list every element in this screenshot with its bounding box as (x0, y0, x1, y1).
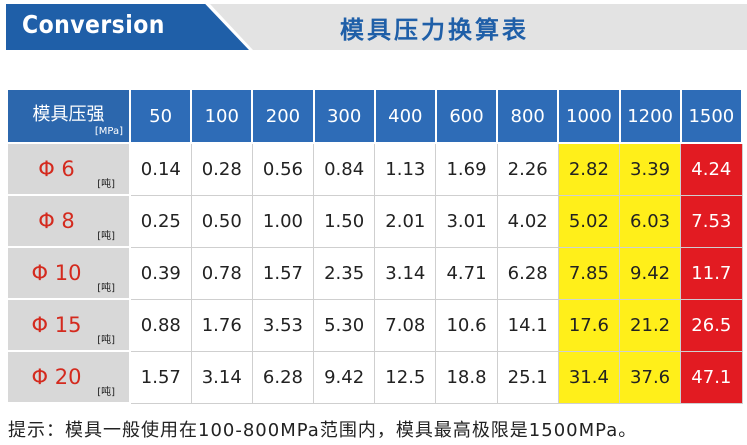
pressure-column-header: 300 (312, 88, 376, 144)
pressure-column-header: 1200 (618, 88, 682, 144)
value-cell: 10.6 (435, 298, 498, 352)
table-row: Φ 6 [吨] 0.14 0.28 0.56 0.84 1.13 1.69 2.… (6, 142, 743, 196)
value-cell: 3.14 (190, 350, 253, 404)
pressure-column-header: 1000 (557, 88, 621, 144)
pressure-column-header: 100 (190, 88, 254, 144)
value-cell-high: 6.03 (618, 194, 682, 248)
table-row: Φ 10 [吨] 0.39 0.78 1.57 2.35 3.14 4.71 6… (6, 246, 743, 300)
row-header-cell: Φ 20 [吨] (6, 350, 131, 404)
table-title: 模具压力换算表 (340, 16, 529, 44)
value-cell-high: 17.6 (557, 298, 621, 352)
value-cell-limit: 26.5 (680, 298, 743, 352)
value-cell: 1.76 (190, 298, 253, 352)
pressure-header-cell: 模具压强 [MPa] (6, 88, 131, 144)
value-cell: 1.57 (129, 350, 192, 404)
pressure-conversion-table: 模具压强 [MPa] 50 100 200 300 400 600 800 10… (6, 88, 744, 404)
tonnage-unit: [吨] (97, 387, 115, 398)
value-cell-high: 37.6 (618, 350, 682, 404)
value-cell: 3.14 (374, 246, 437, 300)
table-row: Φ 8 [吨] 0.25 0.50 1.00 1.50 2.01 3.01 4.… (6, 194, 743, 248)
tonnage-unit: [吨] (97, 231, 115, 242)
value-cell: 1.00 (251, 194, 315, 248)
header-banner: Conversion 模具压力换算表 (0, 0, 747, 58)
value-cell: 1.69 (435, 142, 498, 196)
value-cell: 7.08 (374, 298, 437, 352)
value-cell-high: 31.4 (557, 350, 621, 404)
value-cell: 0.50 (190, 194, 253, 248)
pressure-column-header: 400 (373, 88, 437, 144)
value-cell: 2.26 (496, 142, 559, 196)
value-cell-limit: 4.24 (680, 142, 743, 196)
tonnage-unit: [吨] (97, 283, 115, 294)
value-cell-limit: 11.7 (680, 246, 743, 300)
value-cell: 9.42 (313, 350, 376, 404)
value-cell: 18.8 (435, 350, 498, 404)
value-cell: 14.1 (496, 298, 559, 352)
value-cell-high: 9.42 (618, 246, 682, 300)
pressure-header-unit: [MPa] (94, 126, 123, 137)
value-cell: 0.78 (190, 246, 253, 300)
value-cell: 2.35 (313, 246, 376, 300)
diameter-label: Φ 8 (38, 209, 75, 233)
value-cell: 3.53 (251, 298, 315, 352)
diameter-label: Φ 10 (31, 261, 82, 285)
row-header-cell: Φ 6 [吨] (6, 142, 131, 196)
row-header-cell: Φ 15 [吨] (6, 298, 131, 352)
value-cell-high: 7.85 (557, 246, 621, 300)
value-cell: 0.14 (129, 142, 192, 196)
banner-title: Conversion (22, 10, 165, 39)
diameter-label: Φ 20 (31, 365, 82, 389)
banner-blue-band (6, 4, 249, 50)
table-row: Φ 20 [吨] 1.57 3.14 6.28 9.42 12.5 18.8 2… (6, 350, 743, 404)
value-cell-high: 21.2 (618, 298, 682, 352)
diameter-label: Φ 15 (31, 313, 82, 337)
value-cell: 6.28 (251, 350, 315, 404)
value-cell-high: 2.82 (557, 142, 621, 196)
tonnage-unit: [吨] (97, 335, 115, 346)
value-cell-limit: 47.1 (680, 350, 743, 404)
value-cell: 0.56 (251, 142, 315, 196)
value-cell: 3.01 (435, 194, 498, 248)
value-cell: 0.88 (129, 298, 192, 352)
pressure-column-header: 1500 (679, 88, 744, 144)
value-cell: 1.13 (374, 142, 437, 196)
value-cell: 0.28 (190, 142, 253, 196)
value-cell: 12.5 (374, 350, 437, 404)
pressure-column-header: 50 (128, 88, 193, 144)
pressure-column-header: 800 (496, 88, 560, 144)
value-cell: 5.30 (313, 298, 376, 352)
row-header-cell: Φ 8 [吨] (6, 194, 131, 248)
value-cell-high: 3.39 (618, 142, 682, 196)
value-cell: 1.57 (251, 246, 315, 300)
value-cell: 0.84 (313, 142, 376, 196)
row-header-cell: Φ 10 [吨] (6, 246, 131, 300)
diameter-label: Φ 6 (38, 157, 75, 181)
pressure-header-label: 模具压强 (32, 104, 105, 125)
value-cell-high: 5.02 (557, 194, 621, 248)
banner-gray-band (210, 4, 747, 50)
value-cell: 0.25 (129, 194, 192, 248)
table-row: Φ 15 [吨] 0.88 1.76 3.53 5.30 7.08 10.6 1… (6, 298, 743, 352)
usage-note: 提示：模具一般使用在100-800MPa范围内，模具最高极限是1500MPa。 (8, 420, 638, 441)
tonnage-unit: [吨] (97, 179, 115, 190)
value-cell: 4.71 (435, 246, 498, 300)
value-cell: 0.39 (129, 246, 192, 300)
value-cell: 6.28 (496, 246, 559, 300)
pressure-column-header: 200 (251, 88, 315, 144)
pressure-column-header: 600 (434, 88, 499, 144)
value-cell: 25.1 (496, 350, 559, 404)
header-row: 模具压强 [MPa] 50 100 200 300 400 600 800 10… (6, 88, 744, 144)
value-cell: 2.01 (374, 194, 437, 248)
value-cell: 4.02 (496, 194, 559, 248)
value-cell: 1.50 (313, 194, 376, 248)
value-cell-limit: 7.53 (680, 194, 743, 248)
